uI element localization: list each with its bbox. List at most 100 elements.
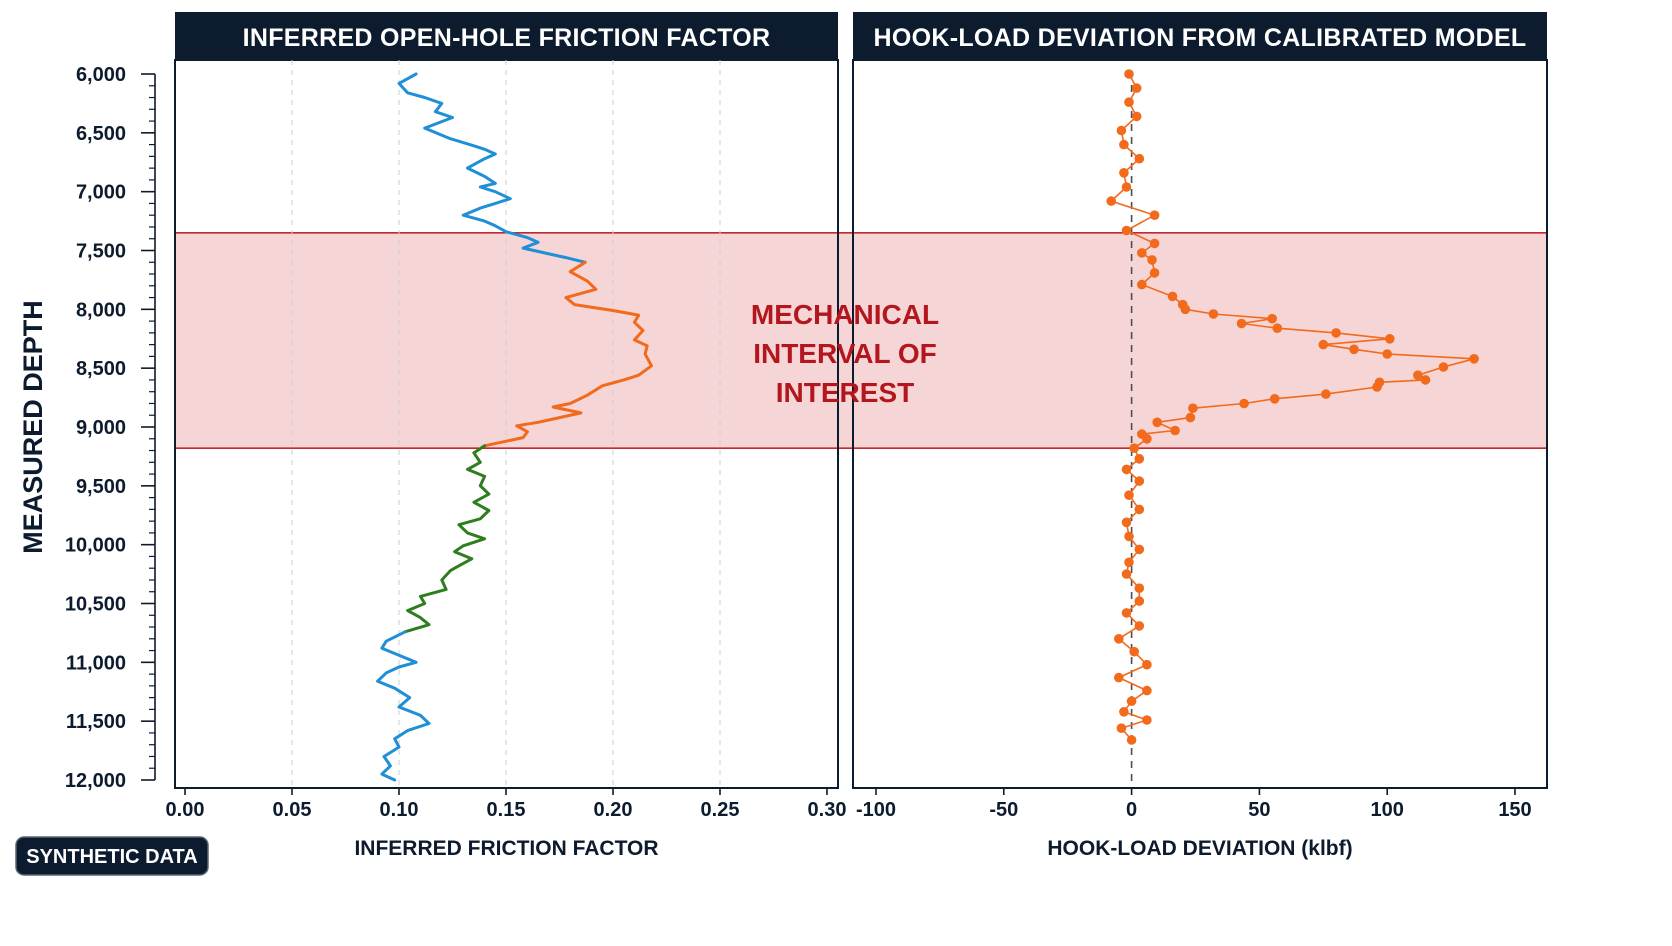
x-tick-label: -100 xyxy=(856,799,896,821)
deviation-point xyxy=(1126,735,1137,745)
deviation-point xyxy=(1121,182,1132,192)
deviation-point xyxy=(1134,583,1145,593)
deviation-point xyxy=(1147,255,1157,265)
deviation-point xyxy=(1420,375,1431,385)
right-panel-banner xyxy=(853,12,1547,60)
deviation-point xyxy=(1167,291,1178,302)
x-tick-label: 0.20 xyxy=(594,799,633,821)
x-tick-label: 0 xyxy=(1126,799,1137,821)
deviation-point xyxy=(1119,707,1129,717)
deviation-point xyxy=(1124,490,1134,501)
deviation-point xyxy=(1149,210,1160,220)
deviation-series xyxy=(1106,69,1479,745)
deviation-point xyxy=(1131,83,1142,93)
left-panel-banner xyxy=(175,12,838,60)
deviation-point xyxy=(1382,349,1392,359)
deviation-point xyxy=(1318,339,1329,350)
deviation-point xyxy=(1208,309,1219,319)
synthetic-data-badge-label: SYNTHETIC DATA xyxy=(26,846,197,868)
y-tick-label: 11,000 xyxy=(66,652,126,674)
y-tick-label: 11,500 xyxy=(66,711,126,733)
x-tick-label: 50 xyxy=(1248,799,1270,821)
y-tick-label: 7,500 xyxy=(76,241,126,263)
x-tick-label: 0.15 xyxy=(487,799,526,821)
deviation-point xyxy=(1267,313,1277,324)
synthetic-data-badge xyxy=(15,836,209,876)
deviation-point xyxy=(1236,318,1247,329)
deviation-point xyxy=(1126,696,1137,706)
deviation-point xyxy=(1239,398,1249,409)
deviation-point xyxy=(1438,362,1449,372)
left-panel-grid xyxy=(291,60,721,788)
x-tick-label: 0.05 xyxy=(273,799,312,821)
x-tick-label: -50 xyxy=(989,799,1018,821)
left-panel-title: INFERRED OPEN-HOLE FRICTION FACTOR xyxy=(243,24,771,52)
deviation-point xyxy=(1269,394,1280,404)
x-tick-label: 0.10 xyxy=(380,799,419,821)
deviation-point xyxy=(1142,715,1152,725)
deviation-point xyxy=(1124,531,1134,542)
x-tick-label: 150 xyxy=(1498,799,1531,821)
deviation-point xyxy=(1469,354,1479,364)
deviation-point xyxy=(1121,608,1132,618)
deviation-point xyxy=(1134,454,1145,464)
deviation-point xyxy=(1134,596,1145,606)
deviation-point xyxy=(1131,111,1142,122)
deviation-point xyxy=(1121,464,1132,475)
deviation-point xyxy=(1134,476,1145,486)
y-tick-label: 10,000 xyxy=(65,535,126,557)
deviation-point xyxy=(1106,196,1116,206)
x-tick-label: 100 xyxy=(1371,799,1404,821)
y-tick-label: 12,000 xyxy=(65,770,126,792)
deviation-point xyxy=(1413,370,1423,381)
y-tick-label: 9,000 xyxy=(76,417,126,439)
deviation-point xyxy=(1119,168,1129,178)
deviation-point xyxy=(1134,621,1145,631)
x-tick-label: 0.25 xyxy=(701,799,740,821)
y-tick-label: 7,000 xyxy=(76,182,126,204)
deviation-point xyxy=(1137,279,1147,290)
deviation-point xyxy=(1180,304,1191,315)
deviation-point xyxy=(1142,434,1152,444)
y-axis-label: MEASURED DEPTH xyxy=(18,300,48,554)
deviation-point xyxy=(1149,238,1160,249)
deviation-point xyxy=(1321,389,1331,399)
deviation-axis: -100 -50 0 50 100 150 xyxy=(856,788,1532,821)
deviation-point xyxy=(1129,443,1139,454)
deviation-point xyxy=(1149,268,1160,278)
deviation-point xyxy=(1124,97,1134,107)
deviation-point xyxy=(1124,69,1134,79)
deviation-point xyxy=(1385,334,1395,344)
deviation-point xyxy=(1119,139,1129,150)
right-panel-title: HOOK-LOAD DEVIATION FROM CALIBRATED MODE… xyxy=(874,24,1527,52)
friction-series-line-green-2 xyxy=(403,444,491,634)
annotation-line-1: MECHANICAL xyxy=(751,299,939,330)
deviation-point xyxy=(1137,248,1147,258)
depth-axis: 6,000 6,500 7,000 7,500 8,000 8,500 9,000 9,500… xyxy=(65,64,156,792)
deviation-point xyxy=(1121,517,1132,528)
deviation-point xyxy=(1114,672,1124,683)
friction-series-line-blue-0 xyxy=(397,72,587,264)
deviation-point xyxy=(1121,569,1132,579)
deviation-point xyxy=(1185,412,1196,423)
deviation-point xyxy=(1116,125,1127,136)
y-tick-label: 6,500 xyxy=(76,123,126,145)
x-tick-label: 0.30 xyxy=(808,799,847,821)
y-tick-label: 9,500 xyxy=(76,476,126,498)
deviation-point xyxy=(1114,634,1124,644)
deviation-point xyxy=(1134,153,1145,164)
deviation-point xyxy=(1272,323,1283,334)
deviation-point xyxy=(1124,557,1134,568)
interval-band xyxy=(175,232,1547,449)
friction-axis: 0.00 0.05 0.10 0.15 0.20 0.25 0.30 xyxy=(166,788,847,821)
y-tick-label: 10,500 xyxy=(65,594,126,616)
deviation-point xyxy=(1121,225,1132,236)
y-tick-label: 8,500 xyxy=(76,358,126,380)
deviation-point xyxy=(1116,723,1127,733)
right-x-axis-label: HOOK-LOAD DEVIATION (klbf) xyxy=(1047,837,1352,860)
y-tick-label: 6,000 xyxy=(76,64,126,86)
x-tick-label: 0.00 xyxy=(166,799,205,821)
annotation-line-3: INTEREST xyxy=(776,377,914,408)
